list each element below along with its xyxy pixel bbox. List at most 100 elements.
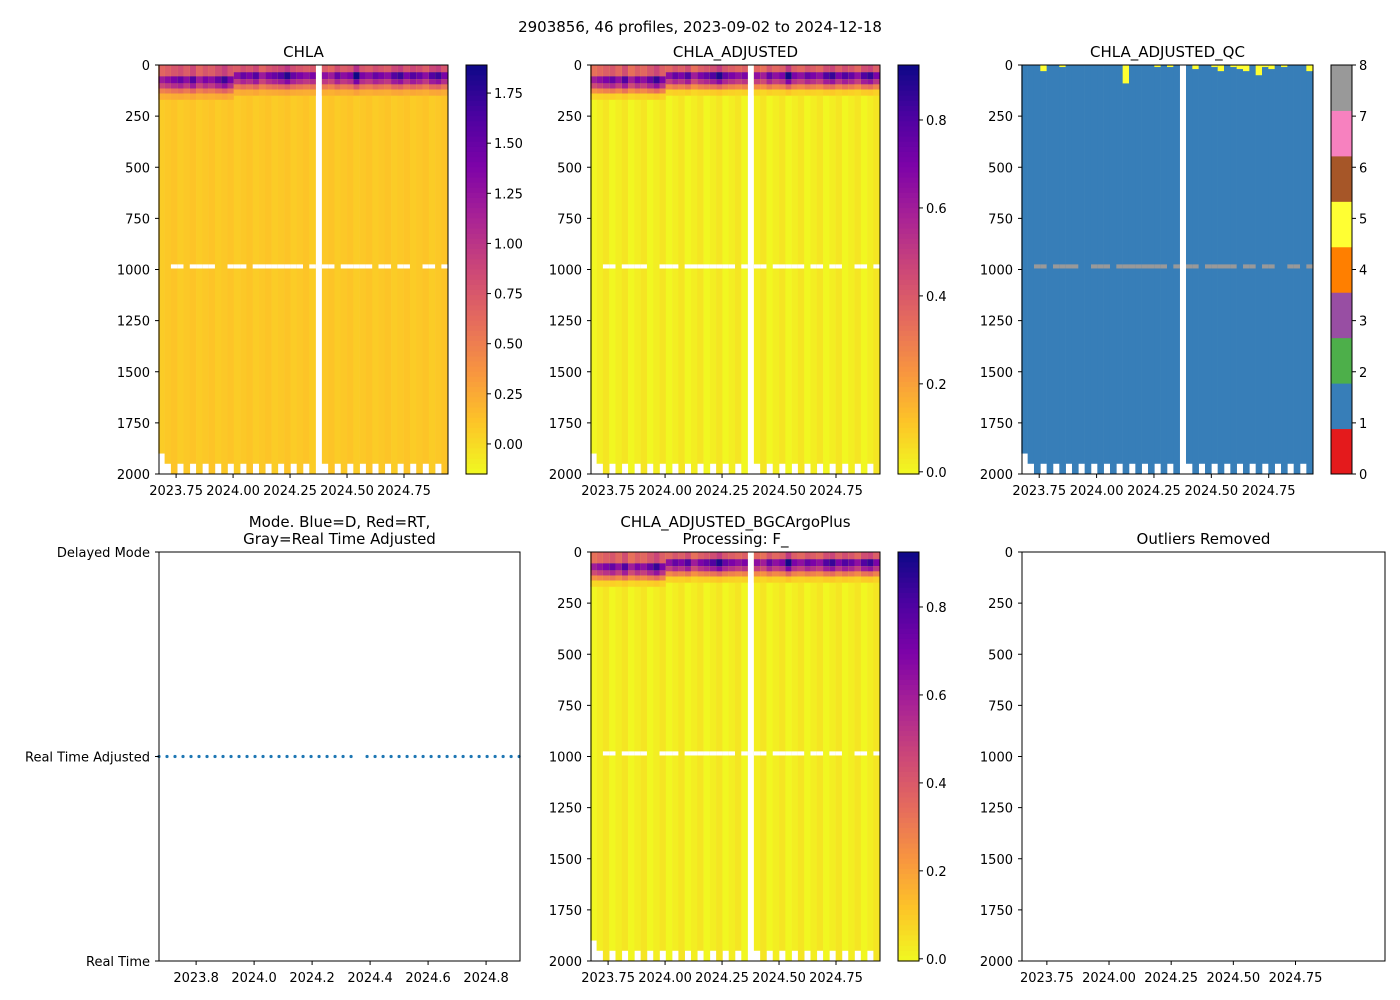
heatmap-cell <box>703 65 711 73</box>
heatmap-cell <box>384 72 392 80</box>
heatmap-cell <box>1141 264 1149 269</box>
profile-column <box>1198 65 1206 464</box>
colorbar-segment <box>466 284 487 291</box>
heatmap-cell <box>609 575 616 581</box>
heatmap-cell <box>409 72 417 80</box>
heatmap-cell <box>353 264 360 269</box>
profile-column <box>1059 65 1066 474</box>
mode-point <box>213 754 217 759</box>
colorbar-segment <box>466 468 487 475</box>
profile-column <box>158 65 165 454</box>
heatmap-cell <box>797 89 805 96</box>
heatmap-cell <box>766 72 774 80</box>
heatmap-cell <box>766 65 774 464</box>
colorbar-segment <box>466 80 487 87</box>
mode-point <box>269 754 273 759</box>
heatmap-cell <box>246 65 253 474</box>
axes-frame <box>1021 64 1314 475</box>
y-tick-label: 2000 <box>549 955 582 970</box>
heatmap-cell <box>634 580 641 587</box>
heatmap-cell <box>873 552 880 560</box>
heatmap-cell <box>646 65 654 464</box>
heatmap-cell <box>791 65 799 73</box>
heatmap-cell <box>258 84 266 90</box>
profile-column <box>672 65 679 464</box>
profile-column <box>709 552 717 951</box>
heatmap-cell <box>684 552 692 560</box>
heatmap-cell <box>615 570 623 576</box>
heatmap-cell <box>202 65 209 77</box>
heatmap-cell <box>189 264 197 269</box>
colorbar-segment <box>466 300 487 306</box>
heatmap-cell <box>753 751 761 756</box>
heatmap-cell <box>797 84 805 90</box>
heatmap-cell <box>873 79 880 85</box>
heatmap-cell <box>196 83 203 89</box>
heatmap-cell <box>835 576 843 583</box>
heatmap-cell <box>1230 264 1237 269</box>
heatmap-cell <box>766 576 774 583</box>
colorbar-segment <box>898 264 919 271</box>
heatmap-cell <box>716 72 723 80</box>
heatmap-cell <box>804 79 811 85</box>
heatmap-cell <box>816 552 824 560</box>
heatmap-cell <box>365 89 373 96</box>
heatmap-cell <box>690 84 698 90</box>
heatmap-cell <box>1160 264 1168 269</box>
heatmap-cell <box>1147 264 1155 269</box>
heatmap-cell <box>829 576 836 583</box>
heatmap-cell <box>227 264 235 269</box>
profile-column <box>590 65 597 454</box>
heatmap-cell <box>829 559 836 567</box>
heatmap-cell <box>860 79 868 85</box>
heatmap-cell <box>397 84 404 90</box>
colorbar-segment <box>898 412 919 419</box>
y-tick-label: 0 <box>574 59 582 74</box>
heatmap-cell <box>665 89 673 96</box>
heatmap-cell <box>428 89 436 96</box>
colorbar-segment <box>898 427 919 434</box>
colorbar-tick-label: 0.8 <box>926 114 947 129</box>
heatmap-cell <box>785 566 792 572</box>
heatmap-cell <box>860 552 868 560</box>
heatmap-cell <box>353 89 360 96</box>
profile-column <box>690 65 698 474</box>
heatmap-cell <box>372 84 379 90</box>
profile-column <box>835 65 843 474</box>
heatmap-cell <box>340 79 348 85</box>
heatmap-cell <box>240 79 247 85</box>
mode-point <box>253 754 257 759</box>
heatmap-cell <box>1224 264 1231 269</box>
heatmap-cell <box>309 65 316 474</box>
profile-column <box>435 65 442 464</box>
profile-column <box>703 65 711 474</box>
heatmap-cell <box>848 65 855 474</box>
y-tick-label: 1750 <box>117 417 150 432</box>
subplot-title: Mode. Blue=D, Red=RT, <box>249 513 431 531</box>
heatmap-cell <box>697 559 704 567</box>
colorbar-segment <box>898 909 919 916</box>
colorbar-segment <box>898 598 919 604</box>
heatmap-cell <box>678 72 685 80</box>
heatmap-cell <box>728 751 736 756</box>
x-tick-label: 2024.00 <box>638 484 692 499</box>
colorbar-tick-label: 0.50 <box>494 338 523 353</box>
heatmap-cell <box>678 79 685 85</box>
heatmap-cell <box>435 79 442 85</box>
heatmap-cell <box>741 576 748 583</box>
colorbar-segment <box>898 592 919 599</box>
heatmap-cell <box>441 84 448 90</box>
heatmap-cell <box>716 89 723 96</box>
heatmap-cell <box>271 84 279 90</box>
heatmap-cell <box>810 84 818 90</box>
heatmap-cell <box>621 264 629 269</box>
heatmap-cell <box>628 264 635 269</box>
heatmap-cell <box>202 93 209 100</box>
colorbar-tick-label: 1 <box>1359 417 1367 432</box>
heatmap-cell <box>873 65 880 73</box>
colorbar-tick-label: 1.25 <box>494 187 523 202</box>
heatmap-cell <box>703 65 711 474</box>
heatmap-cell <box>372 89 379 96</box>
